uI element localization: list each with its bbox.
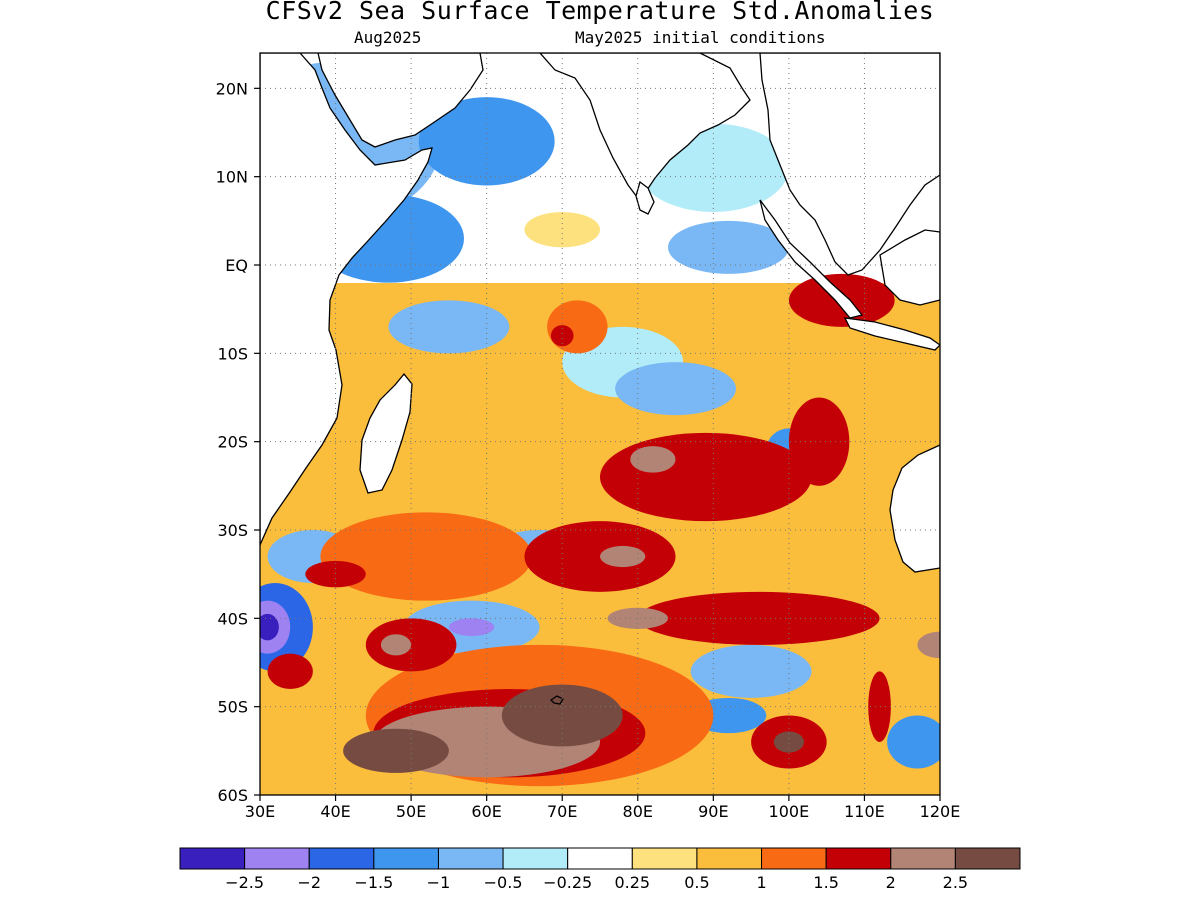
lon-tick-label: 40E xyxy=(320,802,350,821)
colorbar: −2.5 −2 −1.5 −1 −0.5 −0.25 0.25 0.5 1 1.5 2 2.5 xyxy=(179,847,1021,892)
anomaly-patch xyxy=(773,731,805,753)
colorbar-swatch xyxy=(567,847,633,870)
anomaly-patch xyxy=(320,512,532,601)
lon-tick-label: 100E xyxy=(769,802,810,821)
land-southeast-asia xyxy=(759,53,940,276)
colorbar-swatch xyxy=(437,847,504,870)
land-borneo xyxy=(879,229,940,306)
land-sumatra xyxy=(759,199,864,319)
anomaly-patch xyxy=(690,644,812,698)
land-sri-lanka xyxy=(635,180,655,215)
anomaly-patch xyxy=(887,715,940,769)
lon-tick-label: 120E xyxy=(920,802,961,821)
anomaly-patch xyxy=(388,300,510,354)
lat-tick-label: 20N xyxy=(216,79,248,98)
anomaly-patch xyxy=(260,613,279,641)
anomaly-patch xyxy=(868,671,891,743)
anomaly-patch xyxy=(550,325,574,347)
colorbar-swatch xyxy=(631,847,698,870)
colorbar-label: −1 xyxy=(427,873,451,892)
anomaly-patch xyxy=(343,728,449,773)
anomaly-patch xyxy=(917,631,940,659)
land-africa xyxy=(260,53,433,546)
colorbar-swatch xyxy=(954,847,1021,870)
land-india xyxy=(539,53,751,198)
colorbar-label: −0.25 xyxy=(543,873,592,892)
lat-tick-label: 50S xyxy=(217,698,248,717)
lat-tick-label: 10N xyxy=(216,168,248,187)
lon-tick-label: 90E xyxy=(698,802,728,821)
land-madagascar xyxy=(359,372,413,494)
colorbar-label: 0.5 xyxy=(684,873,709,892)
colorbar-label: −2 xyxy=(297,873,321,892)
grid-lines xyxy=(260,53,940,795)
axis-ticks: 30E 40E 50E 60E 70E 80E 90E 100E 110E 120E 20N 10N E… xyxy=(216,79,961,821)
ocean-field xyxy=(260,53,940,795)
anomaly-patch xyxy=(637,591,880,645)
lon-tick-label: 50E xyxy=(396,802,426,821)
anomaly-patch xyxy=(600,432,812,522)
lon-tick-label: 80E xyxy=(623,802,653,821)
colorbar-label: 2.5 xyxy=(943,873,968,892)
anomaly-patch xyxy=(418,97,555,186)
anomaly-patch xyxy=(305,560,366,588)
land-australia xyxy=(889,444,940,573)
lon-tick-label: 70E xyxy=(547,802,577,821)
lat-tick-label: 40S xyxy=(217,609,248,628)
map-frame xyxy=(259,52,941,796)
colorbar-swatch xyxy=(761,847,827,870)
lon-tick-label: 30E xyxy=(245,802,275,821)
anomaly-patch xyxy=(524,212,600,248)
forecast-month: Aug2025 xyxy=(354,28,422,47)
colorbar-label: 0.25 xyxy=(614,873,650,892)
colorbar-label: 1 xyxy=(756,873,766,892)
anomaly-patch xyxy=(267,653,313,689)
colorbar-label: 2 xyxy=(886,873,896,892)
colorbar-label: 1.5 xyxy=(813,873,838,892)
anomaly-patch xyxy=(380,634,412,656)
colorbar-label: −2.5 xyxy=(225,873,264,892)
anomaly-patch xyxy=(448,618,495,637)
initial-conditions: May2025 initial conditions xyxy=(575,28,826,47)
colorbar-swatch xyxy=(502,847,569,870)
colorbar-swatch xyxy=(308,847,375,870)
anomaly-patch xyxy=(615,362,736,416)
colorbar-swatch xyxy=(890,847,956,870)
colorbar-label: −0.5 xyxy=(484,873,523,892)
lon-tick-label: 110E xyxy=(844,802,885,821)
lon-tick-label: 60E xyxy=(471,802,501,821)
colorbar-label: −1.5 xyxy=(354,873,393,892)
lat-tick-label: EQ xyxy=(225,256,248,275)
anomaly-patch xyxy=(501,684,623,747)
colorbar-swatch xyxy=(244,847,310,870)
colorbar-swatch xyxy=(696,847,763,870)
anomaly-patch xyxy=(668,220,789,274)
land-java xyxy=(843,317,940,351)
lat-tick-label: 20S xyxy=(217,433,248,452)
lat-tick-label: 60S xyxy=(217,786,248,805)
land-kerguelen xyxy=(549,695,564,705)
anomaly-patch xyxy=(788,397,850,486)
land-arabia xyxy=(317,53,484,148)
colorbar-swatch xyxy=(825,847,892,870)
map-title: CFSv2 Sea Surface Temperature Std.Anomal… xyxy=(265,0,935,25)
anomaly-patch xyxy=(630,446,676,473)
anomaly-patch xyxy=(600,545,646,568)
lat-tick-label: 10S xyxy=(217,344,248,363)
lat-tick-label: 30S xyxy=(217,521,248,540)
colorbar-swatch xyxy=(373,847,439,870)
anomaly-patch xyxy=(524,521,676,592)
colorbar-swatch xyxy=(179,847,246,870)
